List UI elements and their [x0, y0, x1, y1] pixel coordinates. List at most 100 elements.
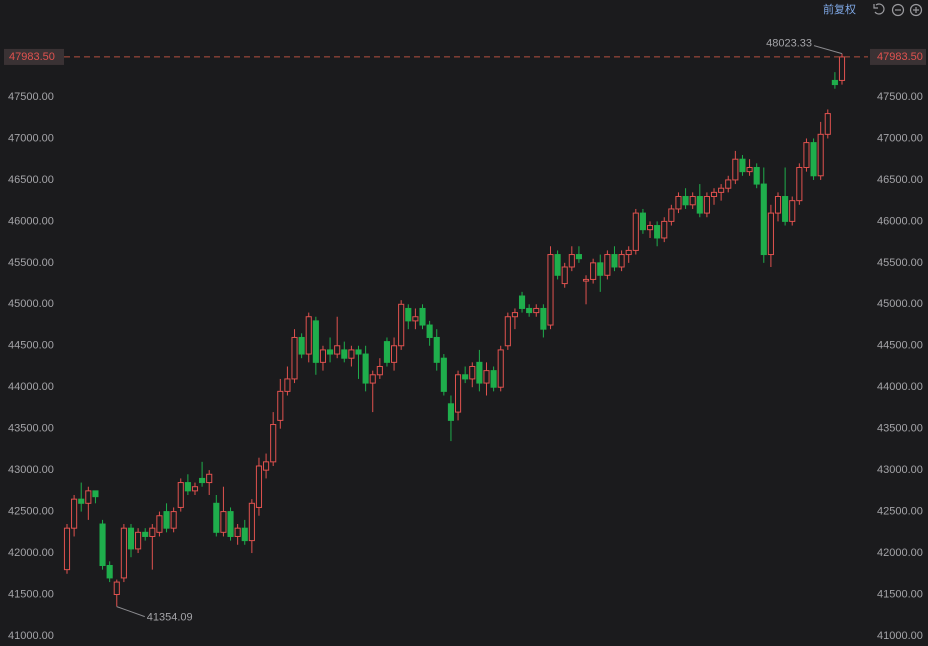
candle-body	[341, 349, 348, 359]
y-tick-label: 42000.00	[8, 547, 54, 559]
max-pointer	[813, 45, 843, 55]
candle-body	[462, 374, 469, 380]
candle-body	[646, 225, 654, 231]
candle-body	[718, 187, 725, 193]
candle-body	[291, 336, 298, 380]
y2-tick-label: 41000.00	[877, 630, 923, 642]
y2-tick-label: 42500.00	[877, 505, 923, 517]
y2-tick-label: 47500.00	[877, 91, 923, 103]
candle-body	[369, 374, 376, 384]
candle-body	[831, 79, 838, 86]
candle-body	[376, 365, 383, 376]
candle-body	[668, 208, 675, 222]
reset-icon[interactable]	[873, 3, 885, 15]
y2-tick-label: 45500.00	[877, 257, 923, 269]
y-tick-label: 41000.00	[8, 630, 54, 642]
y2-tick-label: 47000.00	[877, 132, 923, 144]
zoom-in-plus	[913, 7, 919, 13]
candle-body	[355, 349, 362, 355]
candle-body	[817, 133, 824, 177]
candle-body	[277, 390, 284, 421]
candle-body	[575, 254, 582, 260]
last-price-box	[870, 48, 926, 65]
candle-body	[675, 196, 682, 210]
min-label: 41354.09	[147, 612, 193, 624]
candle-body	[92, 490, 99, 498]
candle-body	[746, 166, 753, 173]
zoom-out-icon[interactable]	[891, 3, 905, 17]
candle-body	[526, 307, 533, 314]
candle-body	[263, 461, 270, 471]
candle-body	[362, 353, 369, 384]
candle-body	[767, 212, 774, 256]
candle-body	[78, 498, 85, 504]
candle-body	[135, 531, 142, 550]
candle-body	[255, 465, 263, 508]
candle-body	[334, 345, 341, 355]
candle-body	[71, 498, 78, 529]
candle-body	[206, 473, 213, 484]
candle-body	[305, 316, 312, 355]
zoom-in-icon[interactable]	[909, 3, 923, 17]
last-price-label: 47983.50	[877, 51, 923, 63]
y-tick-label: 45500.00	[8, 257, 54, 269]
candle-body	[191, 486, 199, 492]
candle-body	[533, 307, 540, 314]
y-tick-label: 42500.00	[8, 505, 54, 517]
y-tick-label: 46500.00	[8, 174, 54, 186]
candle-body	[85, 490, 92, 504]
adjust-toggle[interactable]: 前复权	[823, 2, 856, 16]
candle-body	[618, 254, 625, 268]
candle-body	[113, 581, 120, 596]
candle-body	[582, 278, 590, 282]
candle-body	[760, 183, 767, 256]
max-label: 48023.33	[766, 38, 812, 50]
candle-body	[227, 511, 234, 537]
candle-body	[248, 502, 255, 542]
candle-body	[511, 312, 518, 318]
candle-body	[725, 179, 732, 189]
candle-body	[810, 142, 817, 177]
candle-body	[199, 477, 206, 484]
y-tick-label: 46000.00	[8, 215, 54, 227]
candle-body	[220, 511, 227, 533]
candle-body	[213, 502, 220, 533]
candle-body	[540, 307, 547, 330]
candle-body	[149, 527, 156, 537]
y-tick-label: 47000.00	[8, 132, 54, 144]
candle-body	[327, 349, 334, 355]
y-tick-label: 43000.00	[8, 464, 54, 476]
candle-body	[120, 527, 127, 579]
candle-body	[611, 254, 618, 268]
candle-body	[625, 249, 632, 256]
candle-body	[654, 225, 661, 239]
candle-body	[497, 349, 504, 388]
candle-body	[732, 158, 739, 181]
candle-body	[234, 527, 241, 537]
candle-body	[696, 196, 703, 214]
candle-body	[398, 303, 405, 347]
candle-body	[561, 266, 568, 285]
candle-body	[170, 511, 177, 529]
candle-body	[412, 316, 419, 322]
candle-body	[568, 254, 575, 268]
candle-body	[796, 166, 803, 202]
candle-body	[298, 336, 305, 355]
candle-body	[177, 482, 184, 508]
candle-body	[348, 349, 355, 359]
candle-body	[383, 341, 391, 363]
candle-body	[447, 403, 455, 421]
candle-body	[405, 307, 412, 322]
candle-body	[803, 142, 810, 168]
candle-body	[682, 196, 689, 206]
y2-tick-label: 46500.00	[877, 174, 923, 186]
candle-body	[590, 262, 597, 280]
y-tick-label: 44000.00	[8, 381, 54, 393]
candle-body	[454, 374, 462, 413]
candle-body	[469, 365, 476, 380]
candle-body	[312, 320, 319, 363]
y2-tick-label: 44000.00	[877, 381, 923, 393]
y-tick-label: 41500.00	[8, 588, 54, 600]
